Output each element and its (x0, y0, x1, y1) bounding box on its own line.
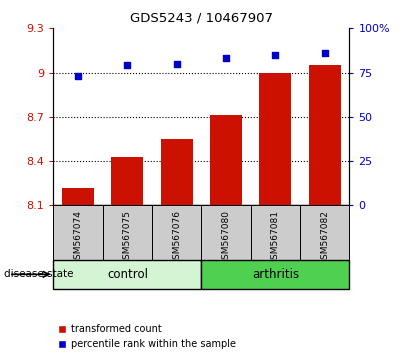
Bar (251, 205, 300, 260)
Bar (201, 205, 251, 260)
Point (272, 52, 279, 58)
Text: GSM567075: GSM567075 (123, 210, 132, 265)
Bar (53, 205, 103, 260)
Bar (259, 73, 291, 205)
Text: control: control (107, 268, 148, 281)
Text: GSM567076: GSM567076 (172, 210, 181, 265)
Bar (62, 188, 94, 205)
Title: GDS5243 / 10467907: GDS5243 / 10467907 (130, 11, 273, 24)
Text: disease state: disease state (4, 269, 74, 279)
Text: GSM567082: GSM567082 (320, 210, 329, 264)
Point (124, 63, 131, 68)
Point (173, 61, 180, 67)
Text: arthritis: arthritis (252, 268, 299, 281)
Bar (309, 65, 341, 205)
Text: GSM567074: GSM567074 (74, 210, 83, 264)
Bar (152, 205, 201, 260)
Bar (103, 205, 152, 260)
Point (321, 50, 328, 56)
Text: GSM567081: GSM567081 (271, 210, 280, 265)
Bar (161, 139, 193, 205)
Text: GSM567080: GSM567080 (222, 210, 231, 265)
Legend: transformed count, percentile rank within the sample: transformed count, percentile rank withi… (58, 324, 236, 349)
Bar (210, 115, 242, 205)
Bar (201, 260, 349, 289)
Bar (111, 156, 143, 205)
Point (223, 56, 229, 61)
Bar (300, 205, 349, 260)
Bar (53, 260, 201, 289)
Point (75, 73, 81, 79)
